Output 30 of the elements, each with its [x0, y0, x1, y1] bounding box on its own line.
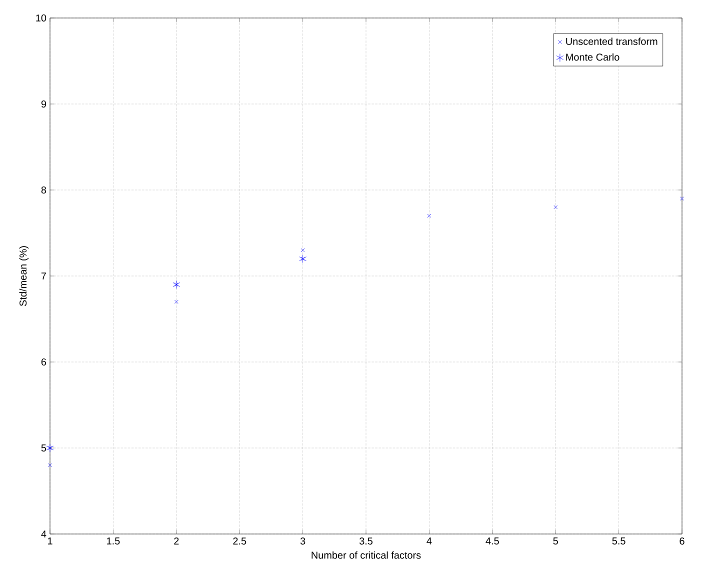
point	[174, 282, 178, 287]
x-tick-label: 3.5	[359, 538, 373, 545]
x-tick-label: 1	[48, 538, 52, 544]
legend-label: Monte Carlo	[566, 53, 620, 61]
y-tick-label: 9	[41, 100, 46, 108]
x-tick-label: 4.5	[486, 538, 499, 544]
x-tick-label: 3	[300, 538, 306, 545]
x-tick-label: 5	[553, 538, 558, 544]
x-tick-label: 2.5	[233, 538, 246, 545]
point	[174, 300, 178, 304]
point	[680, 196, 684, 201]
x-axis-title: Number of critical factors	[312, 551, 421, 559]
y-tick-label: 6	[41, 358, 46, 366]
y-tick-label: 8	[41, 186, 46, 194]
legend-label: Unscented transform	[566, 38, 658, 45]
y-tick-label: 5	[41, 444, 46, 452]
point	[48, 463, 52, 468]
point	[300, 256, 305, 261]
y-axis-title: Std/mean (%)	[19, 246, 29, 306]
x-tick-label: 4	[426, 538, 432, 544]
point	[554, 205, 558, 210]
point	[300, 248, 305, 252]
x-tick-label: 5.5	[612, 538, 626, 544]
point	[427, 214, 432, 218]
y-tick-label: 7	[41, 272, 46, 280]
y-tick-label: 10	[36, 14, 46, 22]
x-tick-label: 2	[174, 538, 179, 544]
y-tick-label: 4	[41, 530, 46, 538]
x-tick-label: 1.5	[107, 538, 120, 544]
x-tick-label: 6	[680, 538, 684, 545]
